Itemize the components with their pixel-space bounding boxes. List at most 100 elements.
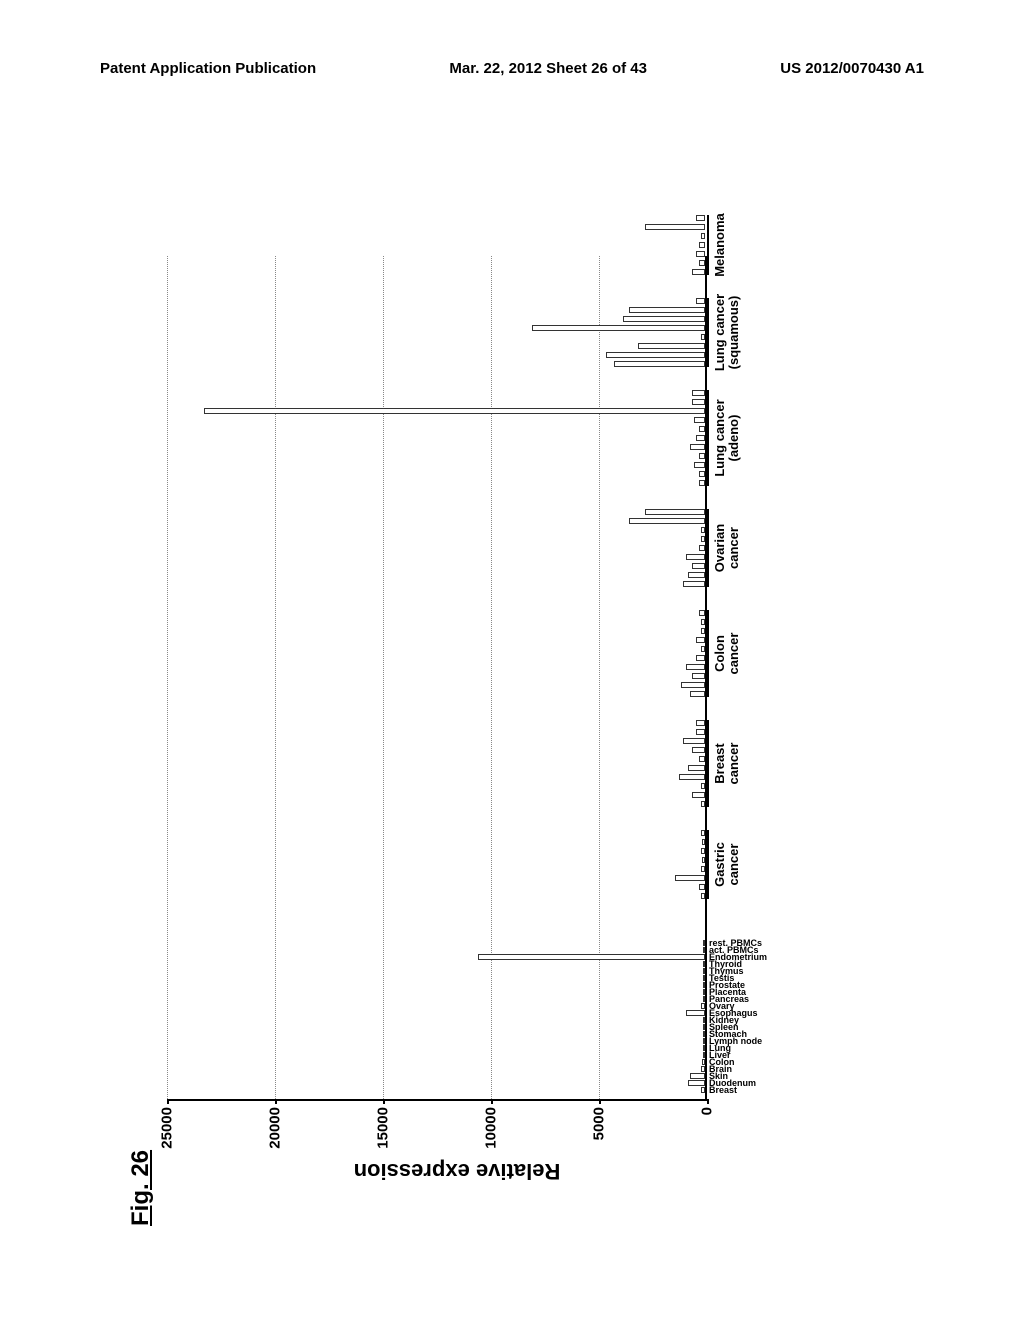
group-label: Lung cancer(squamous) [713,288,742,378]
bar [699,260,705,266]
bar [701,830,705,836]
bar [606,352,705,358]
bar [692,673,705,679]
group-label: Breastcancer [713,719,742,809]
bar [699,471,705,477]
bar [696,298,705,304]
group-label: Coloncancer [713,609,742,699]
bar [701,536,705,542]
group-bracket [707,390,709,486]
bar [699,756,705,762]
bar [696,655,705,661]
y-tick-label: 0 [699,1099,716,1115]
bar [675,875,705,881]
bar [692,747,705,753]
header-left: Patent Application Publication [100,60,316,77]
bar [699,610,705,616]
bar [696,215,705,221]
bar [679,774,705,780]
bar [702,839,705,845]
bar [681,682,705,688]
bar [694,462,705,468]
y-tick-label: 10000 [483,1099,500,1149]
header-right: US 2012/0070430 A1 [780,60,924,77]
bar [701,233,705,239]
bar [692,269,705,275]
grid-line [167,256,168,1099]
bar [701,646,705,652]
y-tick-label: 15000 [375,1099,392,1149]
chart-area: Relative expression 05000100001500020000… [167,256,747,1156]
bar [690,1073,705,1079]
bar [683,738,705,744]
figure-title: Fig. 26 [127,1150,155,1226]
bar [696,435,705,441]
bar [699,884,705,890]
y-tick-label: 5000 [591,1099,608,1140]
bar [692,390,705,396]
bar [614,361,705,367]
bar [701,783,705,789]
bar [696,251,705,257]
grid-line [275,256,276,1099]
group-bracket [707,610,709,697]
bar [701,893,705,899]
y-tick-label: 25000 [159,1099,176,1149]
bar [694,417,705,423]
bar [690,444,705,450]
group-label: Lung cancer(adeno) [713,393,742,483]
bar [701,866,705,872]
bar [699,426,705,432]
bar [696,720,705,726]
plot: 0500010000150002000025000BreastDuodenumS… [167,256,707,1101]
bar [701,334,705,340]
bar [629,518,705,524]
bar [701,848,705,854]
bar [204,408,705,414]
bar [623,316,705,322]
bar [701,801,705,807]
figure-container: Fig. 26 Relative expression 050001000015… [137,226,887,1226]
bar [699,242,705,248]
bar [688,1080,705,1086]
group-label: Ovariancancer [713,503,742,593]
group-bracket [707,298,709,367]
bar [692,399,705,405]
bar [702,857,705,863]
bar [645,224,705,230]
bar [701,628,705,634]
bar [683,581,705,587]
y-tick-label: 20000 [267,1099,284,1149]
bar [688,765,705,771]
bar [688,572,705,578]
bar [699,453,705,459]
group-label: Gastriccancer [713,820,742,910]
bar [690,691,705,697]
bar [696,637,705,643]
group-bracket [707,830,709,899]
bar [629,307,705,313]
x-tick-label: rest. PBMCs [705,938,762,948]
group-bracket [707,509,709,587]
bar [638,343,705,349]
grid-line [491,256,492,1099]
bar [692,563,705,569]
bar [701,619,705,625]
bar [532,325,705,331]
group-bracket [707,720,709,807]
grid-line [383,256,384,1099]
bar [699,545,705,551]
group-label: Melanoma [713,200,727,290]
bar [686,664,705,670]
bar [696,729,705,735]
grid-line [599,256,600,1099]
bar [701,527,705,533]
bar [686,554,705,560]
bar [645,509,705,515]
bar [686,1010,705,1016]
bar [692,792,705,798]
bar [478,954,705,960]
y-axis-label: Relative expression [354,1158,561,1184]
bar [699,480,705,486]
group-bracket [707,215,709,275]
